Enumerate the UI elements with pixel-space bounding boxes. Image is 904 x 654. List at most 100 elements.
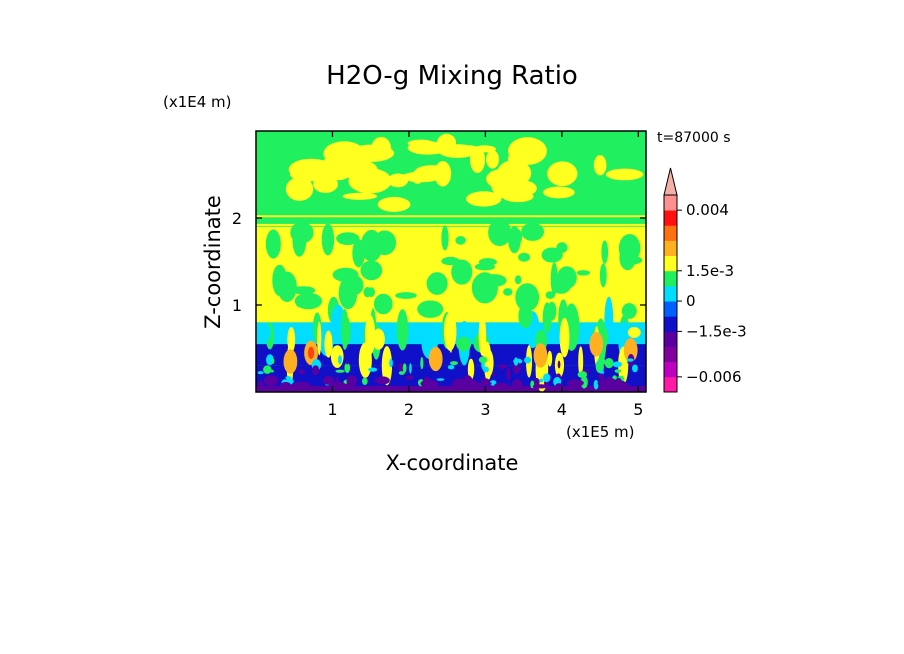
field-boundary-speckle <box>632 364 638 373</box>
field-mid-patch <box>451 259 473 285</box>
field-boundary-speckle <box>298 371 306 375</box>
field-upper-patch <box>543 186 575 199</box>
field-surface-purple <box>256 385 646 392</box>
field-boundary-speckle <box>368 367 378 372</box>
colorbar-label: −1.5e-3 <box>686 322 747 340</box>
x-axis: 1 2 3 4 5 <box>327 131 643 419</box>
field-moist-plume <box>372 328 385 350</box>
field-mid-patch <box>576 270 590 276</box>
colorbar-label: 0.004 <box>686 201 729 219</box>
field-mid-patch <box>514 275 522 285</box>
field-moist-plume <box>330 345 344 368</box>
field-mid-patch <box>347 275 364 295</box>
field-boundary-speckle <box>524 356 532 364</box>
field-upper-patch <box>473 145 496 153</box>
field-orange-core <box>592 341 601 352</box>
colorbar-swatch <box>664 301 677 317</box>
field-mid-patch <box>455 236 466 245</box>
colorbar-swatch <box>664 316 677 332</box>
field-orange-core <box>623 338 638 363</box>
field-upper-patch <box>342 192 378 200</box>
field-stripe <box>256 219 646 222</box>
field-boundary-speckle <box>346 361 349 365</box>
field-upper-patch <box>313 175 339 193</box>
field-mid-patch <box>541 247 563 263</box>
colorbar-swatch <box>664 225 677 241</box>
plot-frame <box>255 130 647 393</box>
y-tick-label: 1 <box>232 296 242 315</box>
field-mid-patch <box>556 242 568 253</box>
field-boundary-speckle <box>557 360 561 369</box>
field-boundary-speckle <box>612 361 623 368</box>
field-mid-patch <box>277 271 297 302</box>
field-mid-patch <box>618 233 641 263</box>
field-upper-patch <box>547 161 578 187</box>
field-boundary-speckle <box>543 373 551 383</box>
field-upper-patch <box>377 196 411 212</box>
field-upper-patch <box>504 165 528 187</box>
field-boundary-speckle <box>398 362 403 373</box>
field-orange-core <box>283 349 298 374</box>
field-boundary-speckle <box>513 357 519 366</box>
colorbar-swatch <box>664 270 677 287</box>
colorbar-label: 1.5e-3 <box>686 262 734 280</box>
field-upper-patch <box>371 136 392 161</box>
field-moist-plume <box>317 321 322 356</box>
field-upper-patch <box>407 139 435 148</box>
field-plume <box>456 336 472 352</box>
field-boundary-speckle <box>538 378 544 383</box>
field-boundary-speckle <box>447 365 455 370</box>
field-mid-patch <box>373 293 393 315</box>
field-boundary-speckle <box>598 373 605 380</box>
field-boundary-speckle <box>577 371 588 378</box>
field-upper-patch <box>605 168 644 181</box>
field-mid-patch <box>321 223 335 256</box>
field-upper-patch <box>359 180 386 193</box>
field-plume <box>542 302 552 333</box>
colorbar-swatch <box>664 255 677 272</box>
field-boundary-speckle <box>338 355 342 365</box>
field-mid-patch <box>360 260 383 281</box>
field-mid-patch <box>294 292 323 310</box>
field-mid-patch <box>601 240 609 264</box>
field-upper-patch <box>508 137 547 165</box>
field-plume <box>343 317 351 345</box>
field-boundary-speckle <box>420 356 424 370</box>
field-mid-patch <box>417 300 444 318</box>
x-tick-label: 4 <box>557 400 567 419</box>
colorbar-label: 0 <box>686 292 696 310</box>
field-mid-patch <box>488 219 512 246</box>
field-moist-plume <box>627 327 641 338</box>
colorbar-swatch <box>664 346 677 363</box>
field-surface-eddy <box>532 384 548 389</box>
field-mid-patch <box>599 263 607 288</box>
field-surface-eddy <box>555 383 563 388</box>
field-surface-eddy <box>292 381 311 390</box>
field-upper-patch <box>343 159 378 182</box>
field-surface-eddy <box>567 379 584 387</box>
field-mid-patch <box>481 274 507 287</box>
x-unit-label: (x1E5 m) <box>566 423 635 441</box>
field-mid-patch <box>291 286 316 295</box>
x-tick-label: 1 <box>327 400 337 419</box>
field-boundary-speckle <box>398 371 405 375</box>
field-upper-patch <box>486 150 500 169</box>
field-moist-plume <box>467 358 475 380</box>
field-surface-eddy <box>375 376 390 385</box>
field-surface-eddy <box>514 385 527 392</box>
x-axis-label: X-coordinate <box>386 451 519 475</box>
field-mid-patch <box>521 222 545 241</box>
field-mid-patch <box>290 221 314 244</box>
plot-field <box>256 131 646 392</box>
field-boundary-speckle <box>482 366 489 373</box>
field-mid-patch <box>441 225 449 251</box>
field-upper-patch <box>466 191 502 207</box>
colorbar-swatch <box>664 331 677 347</box>
field-boundary-speckle <box>285 376 292 380</box>
field-upper-patch <box>502 190 534 203</box>
field-orange-core <box>533 343 548 368</box>
field-boundary-speckle <box>362 377 368 386</box>
field-boundary-speckle <box>389 358 393 368</box>
field-plume <box>396 309 409 351</box>
